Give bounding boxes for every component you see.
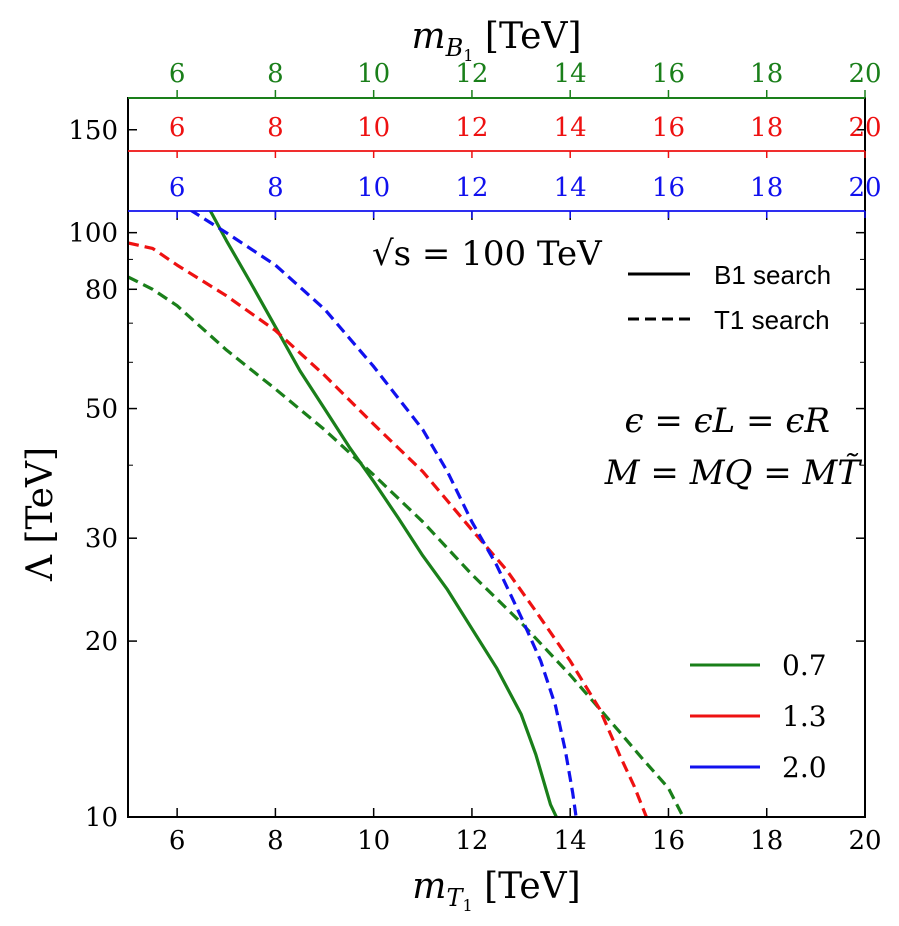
series-line-1 — [128, 275, 685, 817]
top-tick-label: 20 — [848, 113, 881, 143]
y-tick-label: 30 — [85, 524, 118, 554]
x-tick-label: 8 — [267, 826, 284, 856]
x-tick-label: 10 — [357, 826, 390, 856]
top-axis-title: mB1 [TeV] — [411, 16, 581, 65]
top-tick-label: 10 — [357, 173, 390, 203]
series-line-0 — [208, 211, 558, 817]
series-layer — [128, 211, 685, 817]
top-tick-label: 16 — [652, 59, 685, 89]
x-tick-label: 20 — [848, 826, 881, 856]
top-tick-label: 12 — [455, 59, 488, 89]
y-tick-label: 100 — [68, 219, 118, 249]
top-tick-label: 16 — [652, 113, 685, 143]
top-tick-label: 20 — [848, 173, 881, 203]
top-tick-label: 14 — [554, 173, 587, 203]
mass-annotation: M = MQ = MT̃ — [604, 453, 863, 493]
top-tick-label: 14 — [554, 113, 587, 143]
top-tick-label: 6 — [169, 113, 186, 143]
labels-layer: 6 8 10 12 14 16 18 20 10 20 30 50 80 100 150 6 8 10 12 14 16… — [20, 16, 882, 915]
x-tick-label: 14 — [554, 826, 587, 856]
color-legend-label-0: 0.7 — [782, 649, 827, 682]
y-tick-label: 80 — [85, 275, 118, 305]
top-tick-label: 18 — [750, 113, 783, 143]
y-tick-label: 150 — [68, 116, 118, 146]
top-tick-label: 8 — [267, 173, 284, 203]
x-tick-label: 6 — [169, 826, 186, 856]
series-line-3 — [128, 241, 648, 817]
y-tick-label: 50 — [85, 395, 118, 425]
color-legend-label-2: 2.0 — [782, 751, 827, 784]
y-axis-title: Λ [TeV] — [20, 447, 61, 582]
axes-layer — [127, 90, 866, 818]
top-tick-label: 12 — [455, 173, 488, 203]
x-tick-label: 12 — [455, 826, 488, 856]
color-legend-label-1: 1.3 — [782, 700, 827, 733]
top-tick-label: 16 — [652, 173, 685, 203]
style-legend-label-0: B1 search — [714, 260, 831, 290]
top-tick-label: 14 — [554, 59, 587, 89]
top-tick-label: 8 — [267, 59, 284, 89]
legend-layer: B1 search T1 search 0.7 1.3 2.0 — [628, 260, 831, 784]
top-tick-label: 6 — [169, 59, 186, 89]
x-tick-label: 18 — [750, 826, 783, 856]
top-tick-label: 8 — [267, 113, 284, 143]
top-tick-label: 20 — [848, 59, 881, 89]
y-tick-label: 20 — [85, 627, 118, 657]
top-tick-label: 6 — [169, 173, 186, 203]
y-tick-label: 10 — [85, 803, 118, 833]
style-legend-label-1: T1 search — [714, 305, 830, 335]
series-line-5 — [188, 211, 578, 817]
top-tick-label: 18 — [750, 173, 783, 203]
top-tick-label: 10 — [357, 113, 390, 143]
energy-annotation: √s = 100 TeV — [372, 234, 603, 274]
top-tick-label: 10 — [357, 59, 390, 89]
x-axis-title: mT1 [TeV] — [412, 866, 580, 915]
top-tick-label: 18 — [750, 59, 783, 89]
epsilon-annotation: ϵ = ϵL = ϵR — [624, 401, 830, 441]
top-tick-label: 12 — [455, 113, 488, 143]
x-tick-label: 16 — [652, 826, 685, 856]
